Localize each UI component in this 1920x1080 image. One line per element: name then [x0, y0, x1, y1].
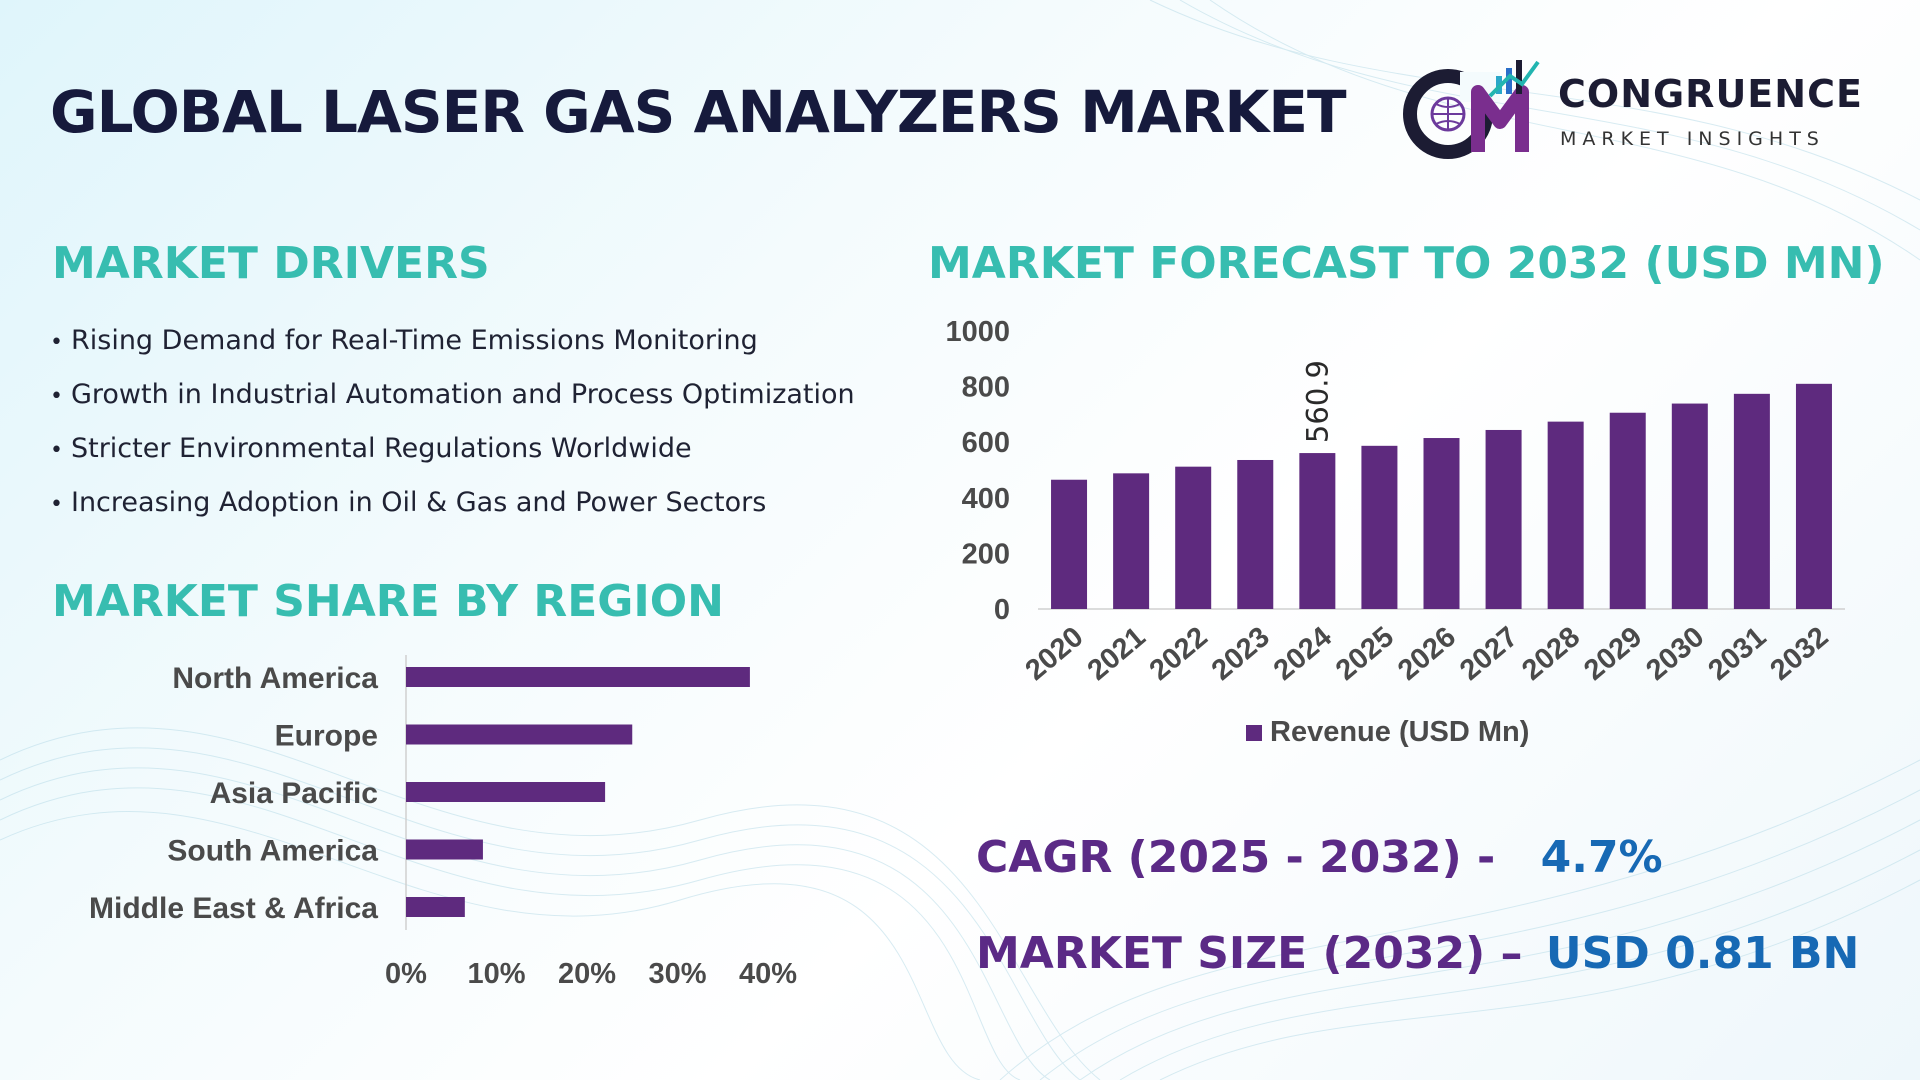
forecast-title: MARKET FORECAST TO 2032 (USD MN): [928, 238, 1885, 289]
region-title: MARKET SHARE BY REGION: [52, 576, 724, 627]
y-tick-label: 400: [962, 483, 1010, 515]
forecast-bar: [1113, 473, 1150, 609]
x-tick-label: 2024: [1268, 621, 1338, 687]
logo-subtitle: MARKET INSIGHTS: [1560, 128, 1825, 150]
forecast-bar: [1237, 459, 1274, 609]
x-tick-label: 2025: [1330, 621, 1400, 687]
y-tick-label: 200: [962, 538, 1010, 570]
x-tick-label: 2022: [1144, 621, 1214, 687]
forecast-legend: Revenue (USD Mn): [1246, 716, 1529, 749]
driver-item: Increasing Adoption in Oil & Gas and Pow…: [50, 487, 855, 541]
x-tick-label: 20%: [558, 958, 616, 990]
x-tick-label: 2029: [1578, 621, 1648, 687]
y-tick-label: 1000: [945, 316, 1010, 348]
brand-logo: CONGRUENCE MARKET INSIGHTS: [1400, 52, 1870, 162]
x-tick-label: 0%: [385, 958, 427, 990]
forecast-bar: [1175, 466, 1212, 609]
forecast-bar: [1795, 383, 1832, 609]
region-bar: [406, 897, 465, 917]
market-size-value: USD 0.81 BN: [1545, 928, 1860, 979]
region-label: South America: [167, 835, 378, 868]
x-tick-label: 40%: [739, 958, 797, 990]
x-tick-label: 2031: [1702, 621, 1772, 687]
legend-swatch: [1246, 724, 1262, 741]
region-label: North America: [172, 662, 378, 695]
x-tick-label: 2028: [1516, 621, 1586, 687]
x-tick-label: 10%: [467, 958, 525, 990]
region-chart: North America Europe Asia Pacific South Ame…: [89, 655, 797, 990]
logo-mark-icon: [1403, 60, 1540, 159]
region-bar: [406, 782, 606, 802]
y-tick-label: 600: [962, 427, 1010, 459]
forecast-bar: [1423, 438, 1460, 609]
x-tick-label: 30%: [648, 958, 706, 990]
forecast-bar: [1051, 479, 1088, 609]
forecast-chart: 0200400600800100020202021202220232024202…: [945, 316, 1845, 687]
driver-item: Growth in Industrial Automation and Proc…: [50, 379, 855, 433]
region-label: Asia Pacific: [210, 777, 378, 810]
driver-item: Stricter Environmental Regulations World…: [50, 433, 855, 487]
x-tick-label: 2023: [1206, 621, 1276, 687]
region-bar: [406, 724, 633, 745]
cagr-stat: CAGR (2025 - 2032) - 4.7%: [976, 832, 1663, 883]
x-tick-label: 2021: [1082, 621, 1152, 687]
x-tick-label: 2026: [1392, 621, 1462, 687]
x-tick-label: 2027: [1454, 621, 1524, 687]
x-tick-label: 2020: [1020, 621, 1090, 687]
drivers-list: Rising Demand for Real-Time Emissions Mo…: [50, 325, 855, 541]
logo-name: CONGRUENCE: [1558, 72, 1863, 116]
x-tick-label: 2032: [1764, 621, 1834, 687]
cagr-label: CAGR (2025 - 2032) -: [976, 832, 1496, 883]
driver-item: Rising Demand for Real-Time Emissions Mo…: [50, 325, 855, 379]
region-label: Europe: [275, 720, 378, 753]
data-label: 560.9: [1300, 360, 1334, 443]
page-title: GLOBAL LASER GAS ANALYZERS MARKET: [50, 78, 1347, 146]
region-bar: [406, 839, 483, 860]
drivers-title: MARKET DRIVERS: [52, 238, 490, 289]
region-bar: [406, 667, 750, 687]
forecast-bar: [1671, 403, 1708, 609]
y-tick-label: 0: [994, 594, 1010, 626]
y-tick-label: 800: [962, 372, 1010, 404]
forecast-bar: [1361, 445, 1398, 609]
x-tick-label: 2030: [1640, 621, 1710, 687]
forecast-bar: [1299, 453, 1336, 609]
region-label: Middle East & Africa: [89, 892, 378, 925]
forecast-bar: [1485, 429, 1522, 609]
forecast-bar: [1547, 421, 1584, 609]
forecast-bar: [1733, 393, 1770, 609]
market-size-stat: MARKET SIZE (2032) – USD 0.81 BN: [976, 928, 1859, 979]
cagr-value: 4.7%: [1540, 832, 1663, 883]
market-size-label: MARKET SIZE (2032) –: [976, 928, 1523, 979]
forecast-bar: [1609, 412, 1646, 609]
legend-label: Revenue (USD Mn): [1270, 716, 1530, 748]
